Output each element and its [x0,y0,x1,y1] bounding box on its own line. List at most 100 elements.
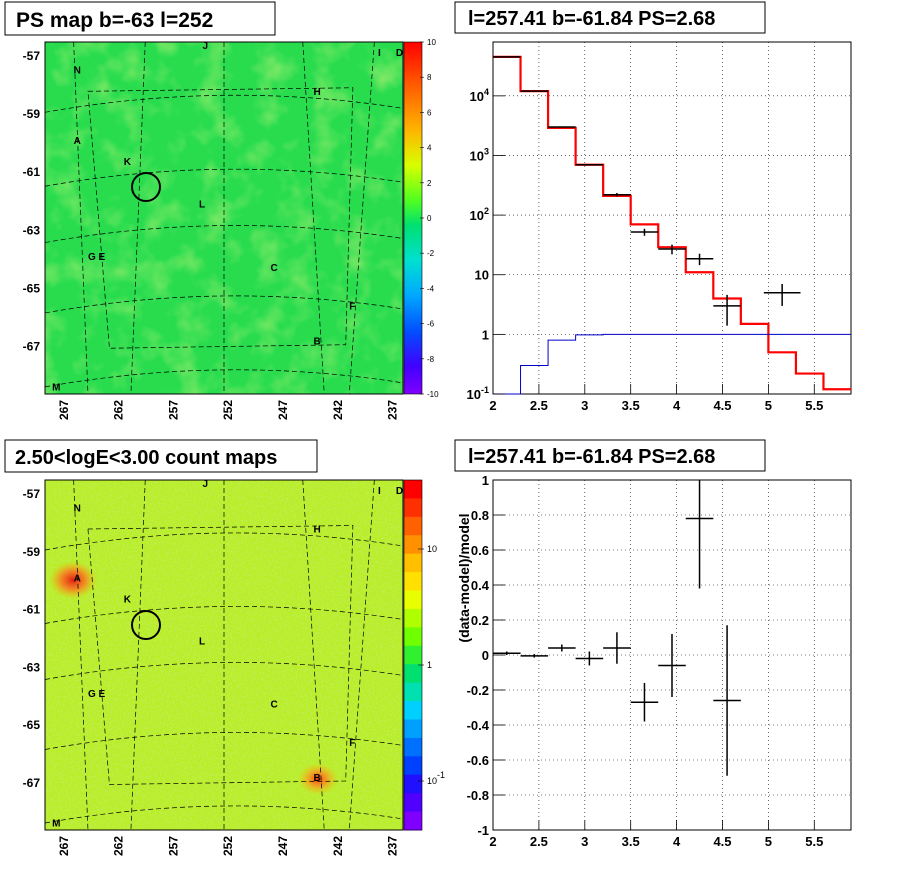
colorbar-tick-label: 10 [427,38,436,47]
map-y-tick-label: -57 [23,49,41,63]
y-tick-label: 10-1 [467,385,489,402]
colorbar-band [404,701,422,720]
x-tick-label: 5 [765,834,772,849]
ps-colorbar-ticks: 10 8 6 4 2 0 -2 -4 -6 -8 -10 [420,38,439,399]
source-label: J [203,41,209,52]
map-x-tick-label: 257 [166,836,180,856]
colorbar-tick-label: 0 [427,214,432,223]
map-y-tick-label: -67 [23,339,41,353]
colorbar-band [404,737,422,757]
colorbar-band [404,664,422,684]
longitude-line [302,479,325,831]
x-tick-label: 3 [581,398,588,413]
source-label: B [314,337,321,348]
colorbar-tick-label: 1 [427,660,432,670]
colorbar-tick-label: 10 [427,544,437,554]
source-label: L [199,637,205,648]
x-tick-label: 4 [673,398,681,413]
map-x-tick-label: 257 [166,400,180,420]
map-x-tick-label: 262 [112,400,126,420]
y-tick-label: 0.2 [471,613,489,628]
x-tick-label: 5.5 [805,398,823,413]
count-source-marker-circle [131,610,161,640]
data-point [630,228,659,236]
map-x-tick-label: 247 [276,400,290,420]
map-x-tick-label: 247 [276,836,290,856]
data-point [685,253,714,266]
colorbar-band [404,535,422,555]
map-x-tick-label: 237 [386,836,400,856]
residual-point [685,480,714,589]
source-label: G E [88,689,106,700]
source-label: A [74,574,81,585]
source-b-blob [298,763,338,795]
colorbar-band [404,627,422,647]
residual-point [603,632,631,664]
residual-point [658,634,686,697]
colorbar-tick-label: 10-1 [427,770,445,786]
y-tick-label: 1 [482,473,489,488]
residual-point [713,625,741,776]
x-tick-label: 2.5 [530,398,548,413]
colorbar-band [404,498,422,518]
colorbar-tick-label: 6 [427,108,432,117]
colorbar-tick-label: -2 [427,249,435,258]
residual-point [630,683,659,722]
y-tick-label: -0.8 [467,788,489,803]
data-point [713,294,741,326]
y-tick-label: 104 [470,87,489,104]
count-map-grid [44,479,404,831]
source-label: C [271,700,278,711]
y-tick-label: -0.6 [467,753,489,768]
residual-point [520,654,549,658]
latitude-line [44,369,404,388]
latitude-line [44,662,404,680]
spectrum-title-box [454,1,766,34]
longitude-line [348,479,375,831]
x-tick-label: 2.5 [530,834,548,849]
latitude-line [44,805,404,824]
y-tick-label: -0.4 [467,718,490,733]
source-label: H [314,87,321,98]
source-label: G E [88,252,106,263]
source-label: N [74,66,81,77]
y-tick-label: 1 [482,327,489,342]
colorbar-tick-label: 8 [427,73,432,82]
y-tick-label: 10 [475,268,489,283]
ps-map-y-ticks: -57 -59 -61 -63 -65 -67 [23,49,41,353]
source-label: K [124,595,132,606]
colorbar-band [404,590,422,610]
map-x-tick-label: 237 [386,400,400,420]
longitude-line [348,41,375,395]
colorbar-frame [403,479,423,831]
map-x-tick-label: 242 [331,836,345,856]
source-label: J [203,479,209,490]
ps-map-title-box [4,1,276,36]
source-label: B [314,773,321,784]
y-tick-label: 102 [470,206,489,223]
latitude-line [44,168,404,187]
residual-data-points [493,480,741,776]
latitude-line [44,94,404,113]
map-x-tick-label: 262 [112,836,126,856]
map-y-tick-label: -65 [23,281,41,295]
colorbar-band [404,480,422,499]
map-y-tick-label: -59 [23,545,41,559]
count-map-title: 2.50<logE<3.00 count maps [15,447,277,469]
map-x-tick-label: 252 [221,836,235,856]
longitude-line [130,479,146,831]
count-map-title-box [4,439,318,473]
map-x-tick-label: 267 [57,836,71,856]
map-x-tick-label: 267 [57,400,71,420]
colorbar-band [404,811,422,831]
colorbar-band [404,719,422,739]
longitude-line [130,41,146,395]
source-label: I [378,486,381,497]
roi-boundary [87,525,354,785]
colorbar-band [404,756,422,776]
colorbar-tick-label: -6 [427,320,435,329]
